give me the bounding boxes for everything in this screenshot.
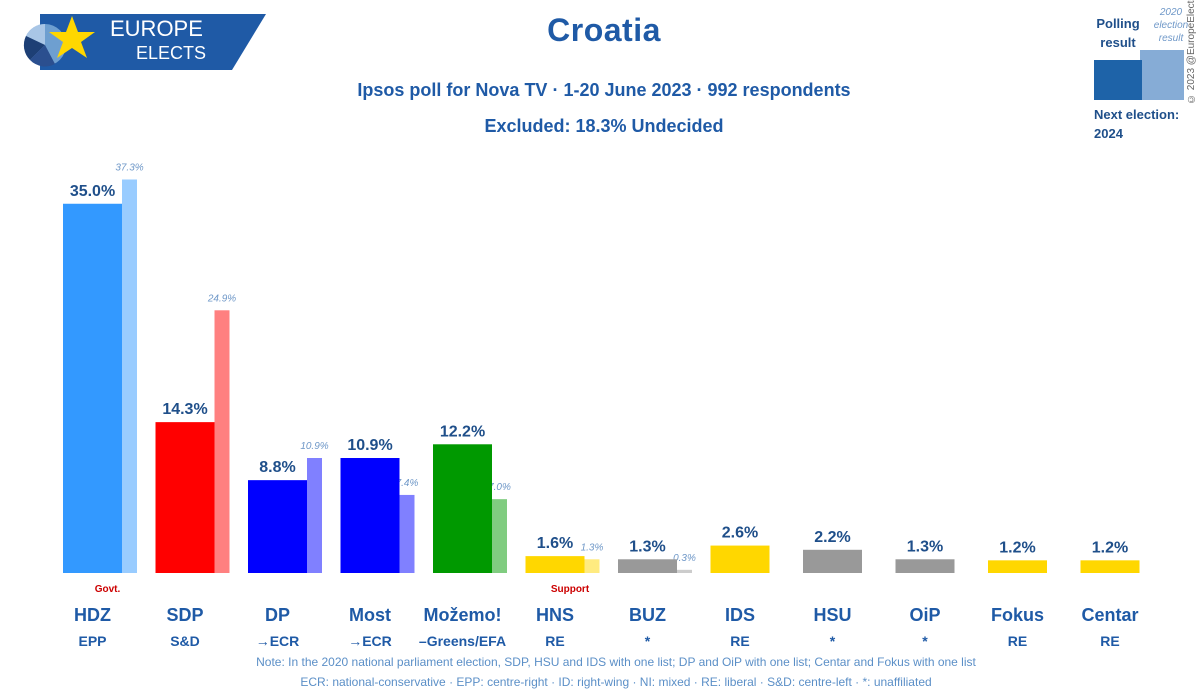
- legend-previous-swatch: [1140, 50, 1184, 100]
- party-label-most: Most: [349, 605, 391, 625]
- poll-subtitle: Ipsos poll for Nova TV · 1-20 June 2023 …: [357, 80, 851, 100]
- poll-bar-ids: [710, 545, 770, 573]
- excluded-note: Excluded: 18.3% Undecided: [484, 116, 724, 136]
- poll-value-label-centar: 1.2%: [1092, 539, 1128, 556]
- prev-bar-hns: [584, 559, 600, 573]
- poll-bar-oip: [895, 559, 955, 573]
- prev-bar-buz: [677, 569, 692, 573]
- poll-value-label-hsu: 2.2%: [814, 529, 850, 546]
- poll-bar-chart: 37.3%35.0% HDZ EPP 24.9% 14.3% SDP S&D 10.9% 8.8…: [63, 162, 1140, 649]
- prev-value-label-most: 7.4%: [396, 478, 419, 489]
- poll-bar-mo-emo: [433, 444, 492, 573]
- prev-bar-dp: [307, 458, 322, 573]
- party-label-ids: IDS: [725, 605, 755, 625]
- europe-elects-logo: [23, 14, 266, 70]
- logo-text-europe: EUROPE: [110, 16, 203, 41]
- party-label-sdp: SDP: [166, 605, 203, 625]
- poll-value-label-ids: 2.6%: [722, 525, 758, 542]
- prev-value-label-sdp: 24.9%: [207, 293, 236, 304]
- prev-value-label-mo-emo: 7.0%: [488, 482, 511, 493]
- poll-bar-hsu: [803, 549, 862, 573]
- party-label-oip: OiP: [909, 605, 940, 625]
- support-annotation: Support: [551, 584, 590, 595]
- poll-bar-hns: [525, 556, 585, 573]
- legend-next-election: Next election: 2024: [1094, 107, 1180, 141]
- group-label-most: →ECR: [348, 633, 392, 649]
- party-label-fokus: Fokus: [991, 605, 1044, 625]
- poll-bar-fokus: [988, 560, 1047, 573]
- poll-bar-dp: [248, 480, 307, 573]
- party-label-mo-emo: Možemo!: [424, 605, 502, 625]
- group-label-centar: RE: [1100, 633, 1119, 649]
- group-label-hdz: EPP: [78, 633, 106, 649]
- poll-value-label-sdp: 14.3%: [162, 401, 207, 418]
- group-label-dp: →ECR: [256, 633, 300, 649]
- poll-value-label-fokus: 1.2%: [999, 539, 1035, 556]
- poll-bar-most: [340, 458, 400, 573]
- prev-value-label-buz: 0.3%: [673, 553, 696, 564]
- party-label-hsu: HSU: [813, 605, 851, 625]
- poll-value-label-buz: 1.3%: [629, 538, 665, 555]
- party-label-centar: Centar: [1081, 605, 1138, 625]
- party-label-dp: DP: [265, 605, 290, 625]
- prev-bar-most: [399, 494, 415, 573]
- poll-value-label-dp: 8.8%: [259, 459, 295, 476]
- group-label-fokus: RE: [1008, 633, 1027, 649]
- poll-value-label-mo-emo: 12.2%: [440, 423, 485, 440]
- legend-polling-label: Polling result: [1096, 16, 1140, 50]
- poll-value-label-hns: 1.6%: [537, 535, 573, 552]
- group-label-hns: RE: [545, 633, 564, 649]
- poll-bar-sdp: [155, 422, 215, 573]
- poll-value-label-most: 10.9%: [347, 437, 392, 454]
- prev-value-label-hdz: 37.3%: [115, 162, 143, 173]
- poll-value-label-oip: 1.3%: [907, 538, 943, 555]
- poll-bar-buz: [618, 559, 677, 573]
- footnote-lists: Note: In the 2020 national parliament el…: [256, 655, 976, 669]
- group-label-oip: *: [922, 633, 928, 649]
- legend-previous-label: 2020 election result: [1153, 7, 1189, 44]
- group-label-sdp: S&D: [170, 633, 200, 649]
- prev-value-label-hns: 1.3%: [581, 542, 604, 553]
- party-label-hns: HNS: [536, 605, 574, 625]
- govt-annotation: Govt.: [95, 584, 121, 595]
- prev-bar-sdp: [214, 310, 230, 573]
- poll-value-label-hdz: 35.0%: [70, 183, 115, 200]
- poll-bar-centar: [1080, 560, 1140, 573]
- party-label-buz: BUZ: [629, 605, 666, 625]
- group-label-mo-emo: –Greens/EFA: [419, 633, 506, 649]
- party-label-hdz: HDZ: [74, 605, 111, 625]
- prev-bar-mo-emo: [492, 499, 507, 573]
- prev-bar-hdz: [122, 179, 137, 574]
- poll-bar-hdz: [63, 203, 122, 573]
- legend: Polling result 2020 election result Next…: [1092, 7, 1200, 148]
- page-title: Croatia: [547, 12, 661, 48]
- group-label-ids: RE: [730, 633, 749, 649]
- legend-polling-swatch: [1094, 60, 1142, 100]
- logo-text-elects: ELECTS: [136, 43, 207, 63]
- prev-value-label-dp: 10.9%: [300, 441, 328, 452]
- footnote-groups: ECR: national-conservative · EPP: centre…: [300, 675, 932, 689]
- group-label-buz: *: [645, 633, 651, 649]
- group-label-hsu: *: [830, 633, 836, 649]
